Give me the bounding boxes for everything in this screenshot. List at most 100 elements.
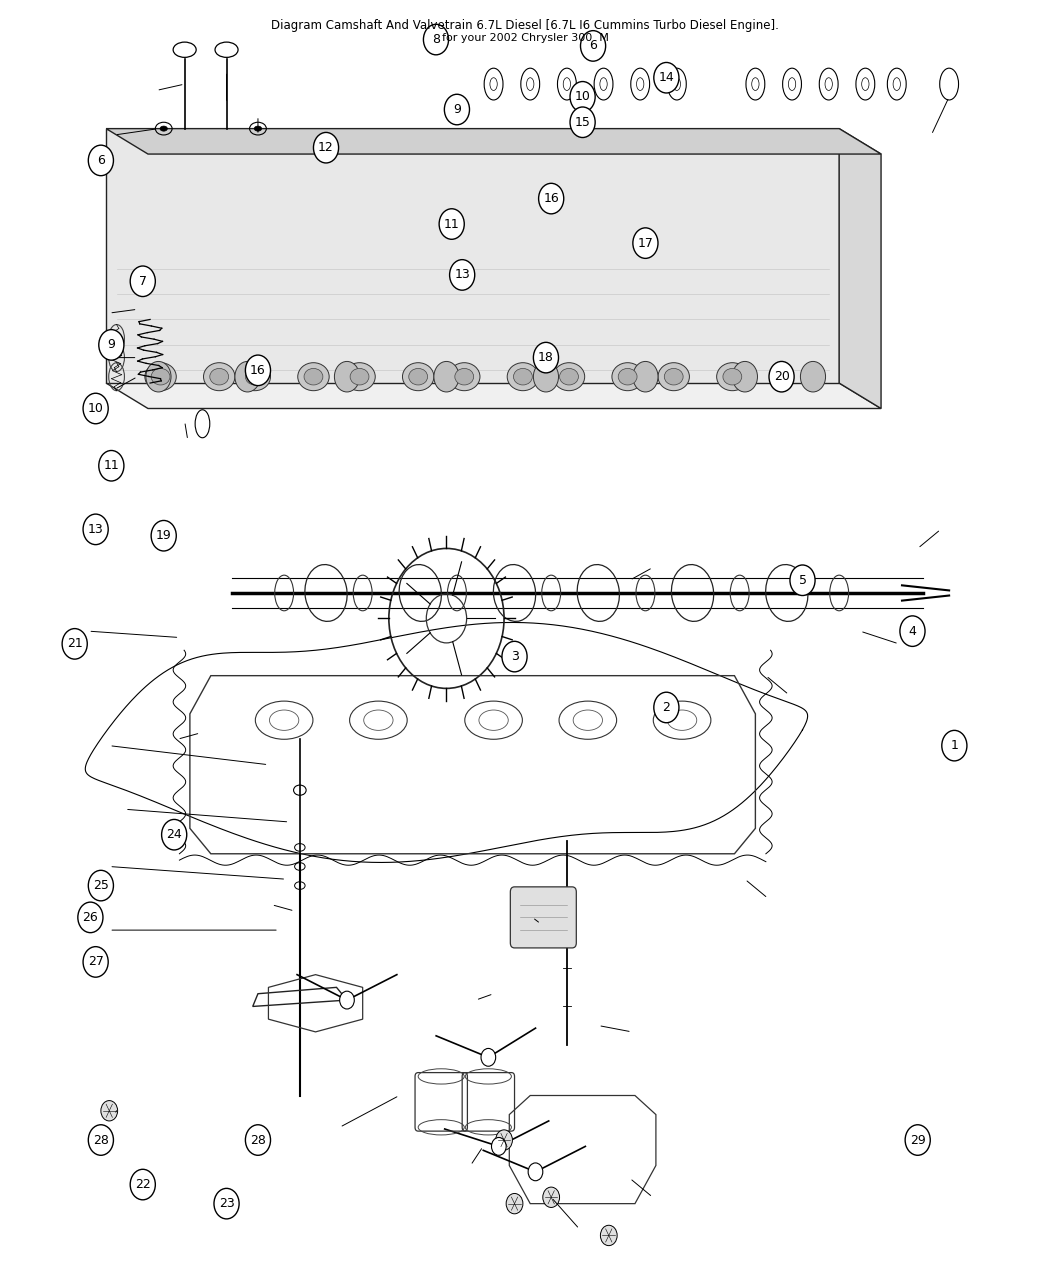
Ellipse shape xyxy=(723,368,741,385)
Circle shape xyxy=(235,361,260,391)
Circle shape xyxy=(900,616,925,646)
Circle shape xyxy=(246,1125,271,1155)
Text: 27: 27 xyxy=(88,955,104,969)
Text: 28: 28 xyxy=(250,1133,266,1146)
Ellipse shape xyxy=(350,368,369,385)
Circle shape xyxy=(942,731,967,761)
Text: 17: 17 xyxy=(637,237,653,250)
Ellipse shape xyxy=(408,368,427,385)
Circle shape xyxy=(99,450,124,481)
Circle shape xyxy=(162,820,187,850)
Circle shape xyxy=(78,903,103,932)
Ellipse shape xyxy=(448,362,480,390)
Polygon shape xyxy=(106,129,881,154)
Circle shape xyxy=(502,641,527,672)
Text: 6: 6 xyxy=(589,40,597,52)
Text: 6: 6 xyxy=(97,154,105,167)
Circle shape xyxy=(246,354,271,385)
Text: 29: 29 xyxy=(910,1133,926,1146)
Text: 22: 22 xyxy=(134,1178,150,1191)
Circle shape xyxy=(790,565,815,595)
Circle shape xyxy=(905,1125,930,1155)
Text: 19: 19 xyxy=(155,529,171,542)
Ellipse shape xyxy=(151,368,170,385)
Text: 14: 14 xyxy=(658,71,674,84)
Text: for your 2002 Chrysler 300  M: for your 2002 Chrysler 300 M xyxy=(442,33,608,43)
Circle shape xyxy=(339,991,354,1009)
Ellipse shape xyxy=(343,362,375,390)
Circle shape xyxy=(491,1137,506,1155)
Ellipse shape xyxy=(239,362,271,390)
Circle shape xyxy=(444,94,469,125)
Circle shape xyxy=(732,361,757,391)
Circle shape xyxy=(800,361,825,391)
Ellipse shape xyxy=(560,368,579,385)
Circle shape xyxy=(151,520,176,551)
Ellipse shape xyxy=(210,368,229,385)
FancyBboxPatch shape xyxy=(510,887,576,947)
Text: 10: 10 xyxy=(88,402,104,414)
Circle shape xyxy=(88,145,113,176)
Text: 18: 18 xyxy=(538,351,554,365)
Text: 16: 16 xyxy=(250,363,266,377)
Text: 12: 12 xyxy=(318,142,334,154)
Circle shape xyxy=(130,266,155,297)
Text: 9: 9 xyxy=(453,103,461,116)
Circle shape xyxy=(633,228,658,259)
Ellipse shape xyxy=(553,362,585,390)
Circle shape xyxy=(601,1225,617,1246)
Circle shape xyxy=(539,184,564,214)
Text: 8: 8 xyxy=(432,33,440,46)
Text: 20: 20 xyxy=(774,370,790,384)
Text: Diagram Camshaft And Valvetrain 6.7L Diesel [6.7L I6 Cummins Turbo Diesel Engine: Diagram Camshaft And Valvetrain 6.7L Die… xyxy=(271,19,779,32)
Text: 1: 1 xyxy=(950,740,959,752)
Circle shape xyxy=(434,361,459,391)
Circle shape xyxy=(543,1187,560,1207)
Text: 2: 2 xyxy=(663,701,670,714)
Circle shape xyxy=(334,361,359,391)
Text: 4: 4 xyxy=(908,625,917,638)
Circle shape xyxy=(496,1130,512,1150)
Text: 24: 24 xyxy=(166,829,182,842)
Circle shape xyxy=(146,361,171,391)
Circle shape xyxy=(83,514,108,544)
Circle shape xyxy=(423,24,448,55)
Text: 28: 28 xyxy=(93,1133,109,1146)
Circle shape xyxy=(88,871,113,901)
Ellipse shape xyxy=(246,368,265,385)
Ellipse shape xyxy=(612,362,644,390)
Circle shape xyxy=(570,82,595,112)
Text: 16: 16 xyxy=(543,193,559,205)
Ellipse shape xyxy=(658,362,690,390)
Ellipse shape xyxy=(254,126,261,131)
Text: 10: 10 xyxy=(574,91,590,103)
Ellipse shape xyxy=(717,362,748,390)
Circle shape xyxy=(101,1100,118,1121)
Ellipse shape xyxy=(402,362,434,390)
Ellipse shape xyxy=(160,126,167,131)
Ellipse shape xyxy=(298,362,329,390)
Circle shape xyxy=(528,1163,543,1181)
Circle shape xyxy=(533,361,559,391)
Circle shape xyxy=(62,629,87,659)
Circle shape xyxy=(769,361,794,391)
Polygon shape xyxy=(106,129,839,382)
Circle shape xyxy=(570,107,595,138)
Circle shape xyxy=(314,133,338,163)
Circle shape xyxy=(581,31,606,61)
Text: 23: 23 xyxy=(218,1197,234,1210)
Text: 13: 13 xyxy=(88,523,104,536)
Text: 11: 11 xyxy=(104,459,120,472)
Circle shape xyxy=(506,1193,523,1214)
Ellipse shape xyxy=(455,368,474,385)
Ellipse shape xyxy=(204,362,235,390)
Text: 25: 25 xyxy=(93,878,109,892)
Polygon shape xyxy=(839,129,881,408)
Circle shape xyxy=(439,209,464,240)
Circle shape xyxy=(654,692,679,723)
Circle shape xyxy=(88,1125,113,1155)
Text: 26: 26 xyxy=(83,910,99,924)
Ellipse shape xyxy=(665,368,684,385)
Text: 5: 5 xyxy=(798,574,806,586)
Circle shape xyxy=(633,361,658,391)
